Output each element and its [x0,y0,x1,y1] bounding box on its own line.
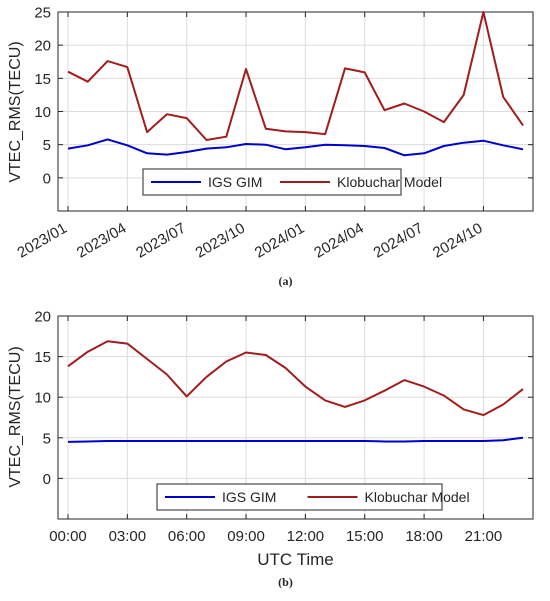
x-tick-label: 00:00 [49,528,87,545]
y-tick-label: 0 [43,170,51,187]
axes-box [57,315,534,520]
y-axis-label: VTEC_RMS(TECU) [7,346,24,487]
y-tick-label: 5 [43,430,51,447]
x-tick-label: 2024/04 [311,220,366,262]
legend-box [142,168,402,196]
x-tick-label: 2024/01 [252,220,307,262]
panel-caption: (b) [278,575,293,589]
x-tick-label: 09:00 [227,528,265,545]
y-tick-label: 20 [34,38,51,55]
legend-entry: Klobuchar Model [365,489,470,505]
series-line-igs-gim [67,138,524,157]
y-axis-label: VTEC_RMS(TECU) [7,41,24,182]
x-tick-label: 21:00 [465,528,503,545]
y-tick-label: 15 [34,71,51,88]
series-line-klobuchar-model [67,340,524,417]
x-tick-label: 12:00 [287,528,325,545]
x-tick-label: 06:00 [168,528,206,545]
x-tick-label: 2024/10 [430,220,485,262]
y-tick-label: 5 [43,137,51,154]
x-tick-label: 2023/07 [133,220,188,262]
legend-entry: Klobuchar Model [337,174,442,190]
panel-b [57,315,534,520]
panel-caption: (a) [279,274,293,288]
panel-a [57,11,534,212]
y-tick-label: 10 [34,390,51,407]
legend-entry: IGS GIM [208,174,262,190]
y-tick-label: 0 [43,471,51,488]
x-tick-label: 2024/07 [371,220,426,262]
legend-entry: IGS GIM [222,489,276,505]
y-tick-label: 10 [34,104,51,121]
y-tick-label: 25 [34,5,51,22]
y-tick-label: 20 [34,309,51,326]
x-tick-label: 2023/10 [193,220,248,262]
x-tick-label: 2023/01 [15,220,70,262]
series-line-klobuchar-model [67,11,524,141]
x-tick-label: 2023/04 [74,220,129,262]
x-axis-label: UTC Time [257,550,334,569]
x-tick-label: 03:00 [109,528,147,545]
series-line-igs-gim [67,436,524,443]
y-tick-label: 15 [34,349,51,366]
x-tick-label: 15:00 [346,528,384,545]
x-tick-label: 18:00 [405,528,443,545]
